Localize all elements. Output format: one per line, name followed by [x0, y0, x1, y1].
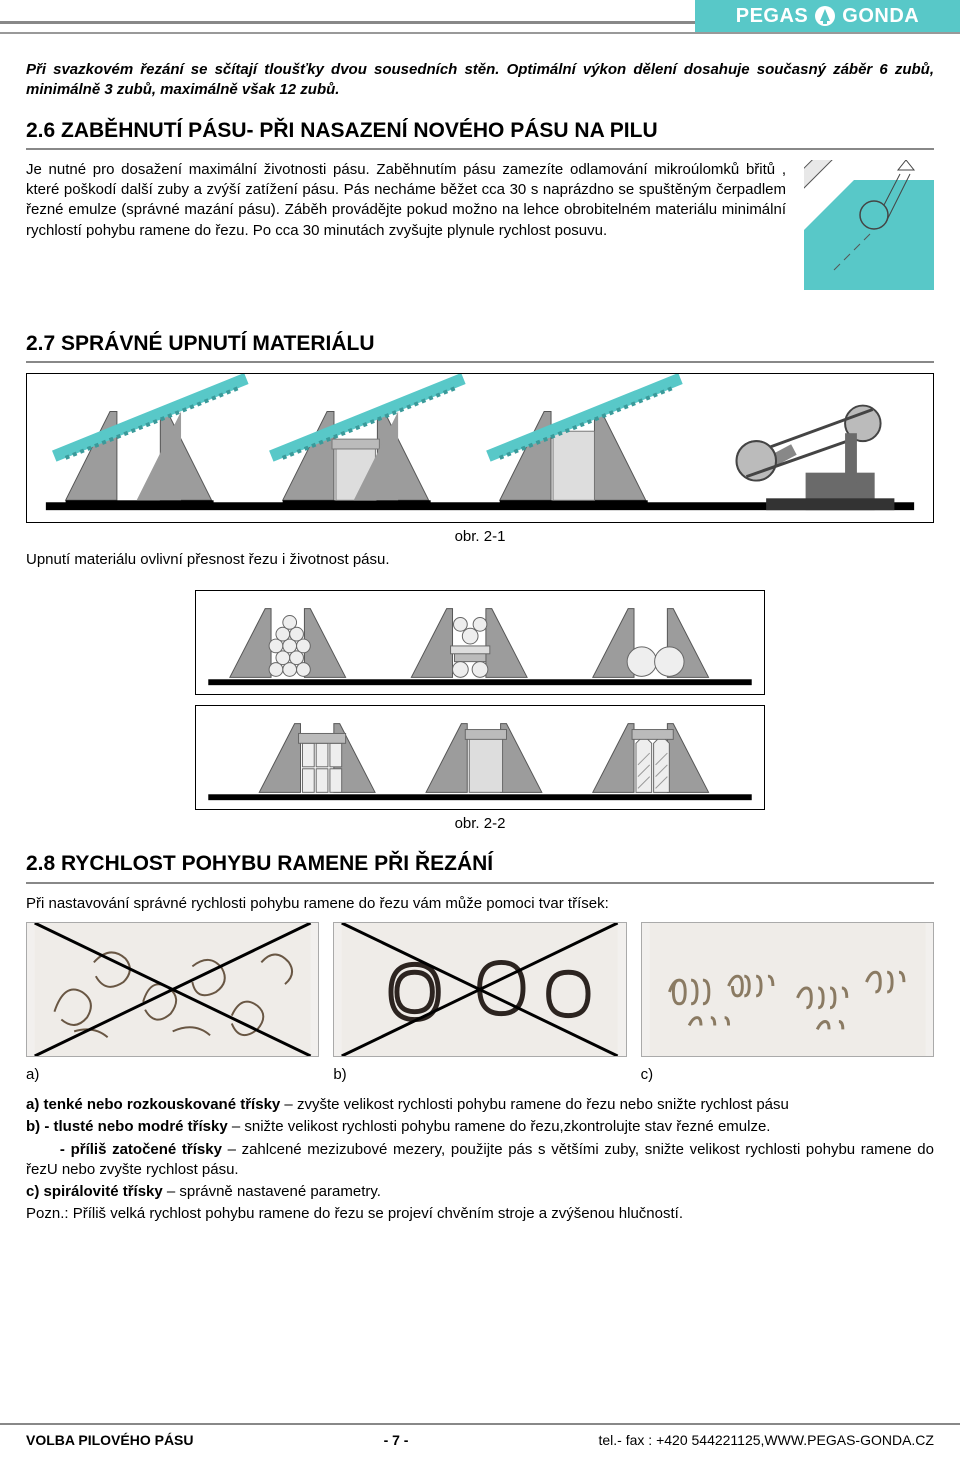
- section-2-6-row: Je nutné pro dosažení maximální životnos…: [26, 160, 934, 296]
- chips-row: [26, 922, 934, 1057]
- chips-labels: a) b) c): [26, 1065, 934, 1085]
- brand-emblem-icon: [814, 5, 836, 27]
- footer-center: - 7 -: [384, 1431, 409, 1450]
- heading-2-6: 2.6 ZABĚHNUTÍ PÁSU- PŘI NASAZENÍ NOVÉHO …: [26, 117, 934, 150]
- desc-a-bold: a) tenké nebo rozkouskované třísky: [26, 1096, 280, 1113]
- chip-b: [333, 922, 626, 1057]
- footer-left: VOLBA PILOVÉHO PÁSU: [26, 1431, 194, 1450]
- page-content: Při svazkovém řezání se sčítají tloušťky…: [0, 34, 960, 1225]
- label-a: a): [26, 1065, 319, 1085]
- subcaption-2-1: Upnutí materiálu ovlivní přesnost řezu i…: [26, 550, 934, 570]
- desc-b2-bold: - příliš zatočené třísky: [26, 1141, 222, 1158]
- figure-break-in: [804, 160, 934, 296]
- figure-2-2-group: [195, 590, 765, 810]
- desc-b2: - příliš zatočené třísky – zahlcené mezi…: [26, 1140, 934, 1181]
- section-2-6-body: Je nutné pro dosažení maximální životnos…: [26, 160, 786, 296]
- note: Pozn.: Příliš velká rychlost pohybu rame…: [26, 1204, 934, 1224]
- caption-2-1: obr. 2-1: [26, 527, 934, 547]
- footer-right: tel.- fax : +420 544221125,WWW.PEGAS-GON…: [599, 1431, 934, 1450]
- page-header: PEGAS GONDA: [0, 0, 960, 34]
- desc-c-rest: – správně nastavené parametry.: [163, 1183, 381, 1200]
- chip-c: [641, 922, 934, 1057]
- desc-a: a) tenké nebo rozkouskované třísky – zvy…: [26, 1095, 934, 1115]
- desc-a-rest: – zvyšte velikost rychlosti pohybu ramen…: [280, 1096, 789, 1113]
- caption-2-2: obr. 2-2: [26, 814, 934, 834]
- chip-a: [26, 922, 319, 1057]
- label-c: c): [641, 1065, 934, 1085]
- label-b: b): [333, 1065, 626, 1085]
- figure-2-1: [26, 373, 934, 523]
- heading-2-8: 2.8 RYCHLOST POHYBU RAMENE PŘI ŘEZÁNÍ: [26, 850, 934, 883]
- desc-b-bold: b) - tlusté nebo modré třísky: [26, 1118, 228, 1135]
- desc-b: b) - tlusté nebo modré třísky – snižte v…: [26, 1117, 934, 1137]
- bandsaw-icon: [737, 406, 895, 511]
- sec28-intro: Při nastavování správné rychlosti pohybu…: [26, 894, 934, 914]
- desc-b-rest: – snižte velikost rychlosti pohybu ramen…: [228, 1118, 771, 1135]
- desc-c-bold: c) spirálovité třísky: [26, 1183, 163, 1200]
- brand-left: PEGAS: [736, 3, 809, 30]
- desc-c: c) spirálovité třísky – správně nastaven…: [26, 1182, 934, 1202]
- page-footer: VOLBA PILOVÉHO PÁSU - 7 - tel.- fax : +4…: [0, 1423, 960, 1460]
- brand-right: GONDA: [842, 3, 919, 30]
- intro-paragraph: Při svazkovém řezání se sčítají tloušťky…: [26, 60, 934, 101]
- brand-logo: PEGAS GONDA: [695, 0, 960, 32]
- heading-2-7: 2.7 SPRÁVNÉ UPNUTÍ MATERIÁLU: [26, 330, 934, 363]
